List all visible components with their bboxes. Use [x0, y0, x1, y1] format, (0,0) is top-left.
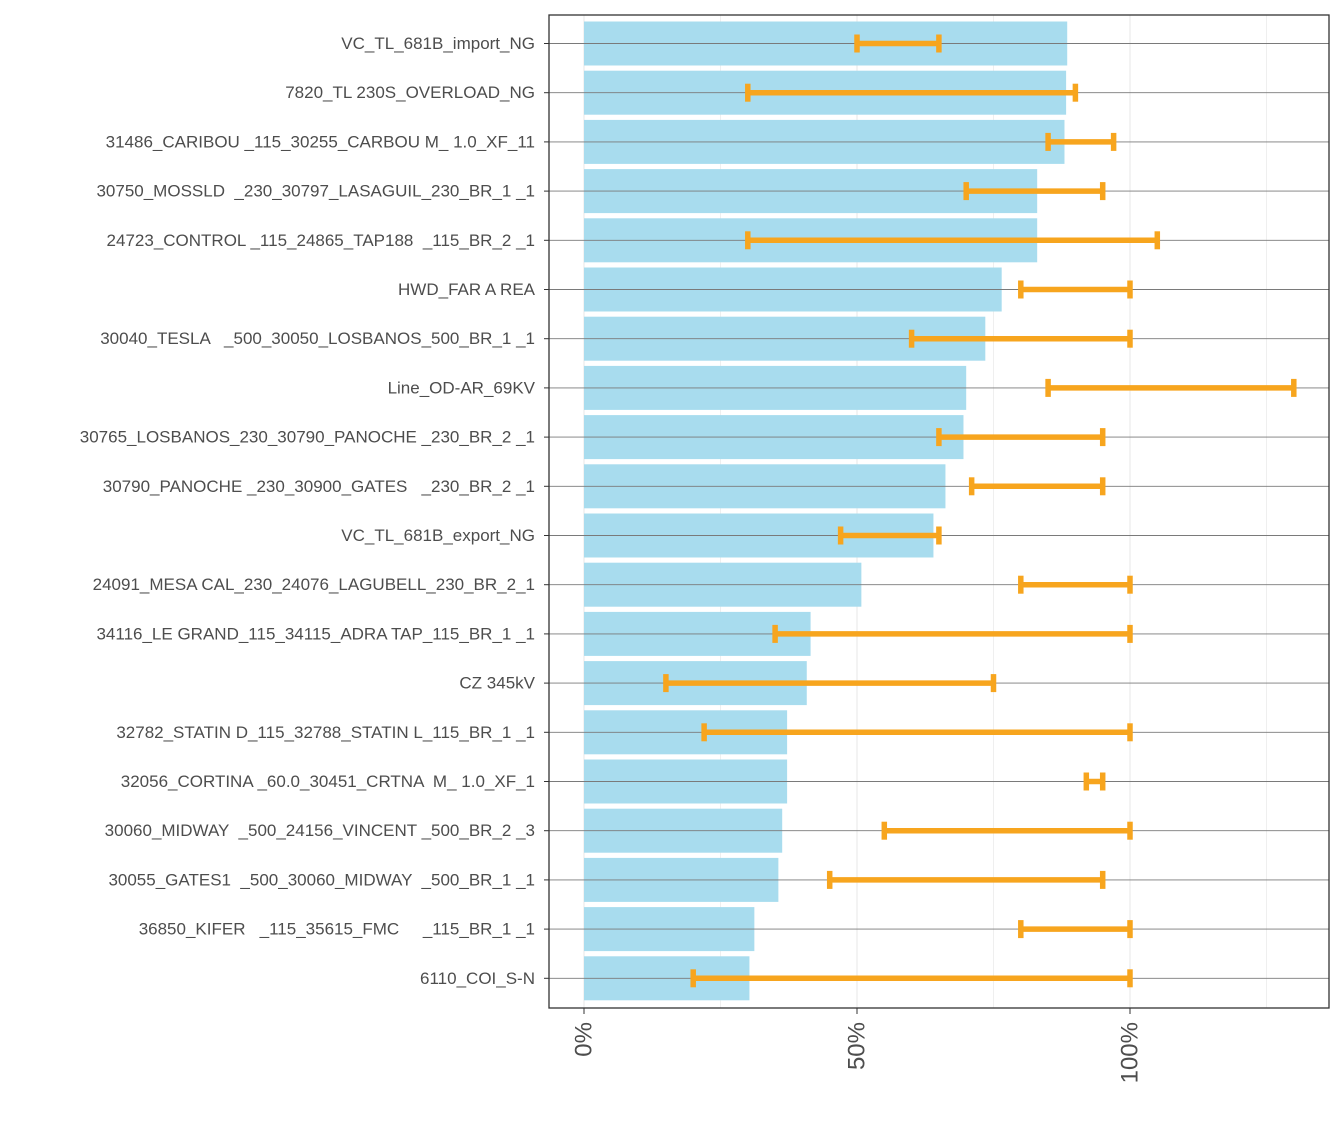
error-bar — [1045, 378, 1297, 397]
error-bar — [1018, 575, 1133, 594]
error-bar — [1018, 920, 1133, 939]
error-bar — [701, 723, 1133, 742]
error-bar — [663, 674, 997, 693]
category-label: CZ 345kV — [459, 674, 535, 693]
category-label: 34116_LE GRAND_115_34115_ADRA TAP_115_BR… — [96, 624, 535, 643]
x-tick-label: 50% — [844, 1022, 871, 1070]
category-label: 30060_MIDWAY _500_24156_VINCENT _500_BR_… — [105, 821, 535, 840]
error-bar — [745, 83, 1079, 102]
error-bar — [690, 969, 1133, 988]
error-bar — [772, 624, 1133, 643]
axis-layer: VC_TL_681B_import_NG 7820_TL 230S_OVERLOA… — [80, 14, 1330, 1083]
category-label: VC_TL_681B_import_NG — [341, 34, 535, 53]
error-bar — [881, 821, 1133, 840]
error-bar — [963, 182, 1106, 201]
error-bar — [968, 477, 1106, 496]
category-label: 30040_TESLA _500_30050_LOSBANOS_500_BR_1… — [100, 329, 535, 348]
error-bar — [826, 870, 1106, 889]
category-label: 30055_GATES1 _500_30060_MIDWAY _500_BR_1… — [108, 870, 535, 889]
category-label: 36850_KIFER _115_35615_FMC _115_BR_1 _1 — [139, 920, 535, 939]
category-label: 31486_CARIBOU _115_30255_CARBOU M_ 1.0_X… — [106, 132, 535, 151]
error-bar — [1083, 772, 1106, 791]
panel-border — [548, 14, 1330, 1009]
x-tick-label: 0% — [571, 1022, 598, 1057]
errorbar-layer — [663, 34, 1297, 988]
category-label: 30750_MOSSLD _230_30797_LASAGUIL_230_BR_… — [96, 182, 535, 201]
category-label: 30790_PANOCHE _230_30900_GATES _230_BR_2… — [103, 477, 535, 496]
bar-layer — [584, 21, 1068, 1001]
category-label: 24723_CONTROL _115_24865_TAP188 _115_BR_… — [107, 231, 535, 250]
category-label: 30765_LOSBANOS_230_30790_PANOCHE _230_BR… — [80, 428, 535, 447]
error-bar — [837, 526, 942, 545]
category-label: VC_TL_681B_export_NG — [341, 526, 535, 545]
category-label: 6110_COI_S-N — [420, 969, 535, 988]
category-label: HWD_FAR A REA — [398, 280, 536, 299]
category-label: 32056_CORTINA _60.0_30451_CRTNA M_ 1.0_X… — [121, 772, 535, 791]
error-bar — [1018, 280, 1133, 299]
category-label: 7820_TL 230S_OVERLOAD_NG — [285, 83, 535, 102]
category-label: Line_OD-AR_69KV — [388, 378, 536, 397]
category-label: 24091_MESA CAL_230_24076_LAGUBELL_230_BR… — [93, 575, 535, 594]
x-tick-label: 100% — [1117, 1022, 1144, 1083]
error-bar — [854, 34, 942, 53]
category-label: 32782_STATIN D_115_32788_STATIN L_115_BR… — [116, 723, 535, 742]
error-bar — [908, 329, 1133, 348]
error-bar — [1045, 132, 1117, 151]
error-bar — [936, 428, 1106, 447]
error-bar — [745, 231, 1161, 250]
